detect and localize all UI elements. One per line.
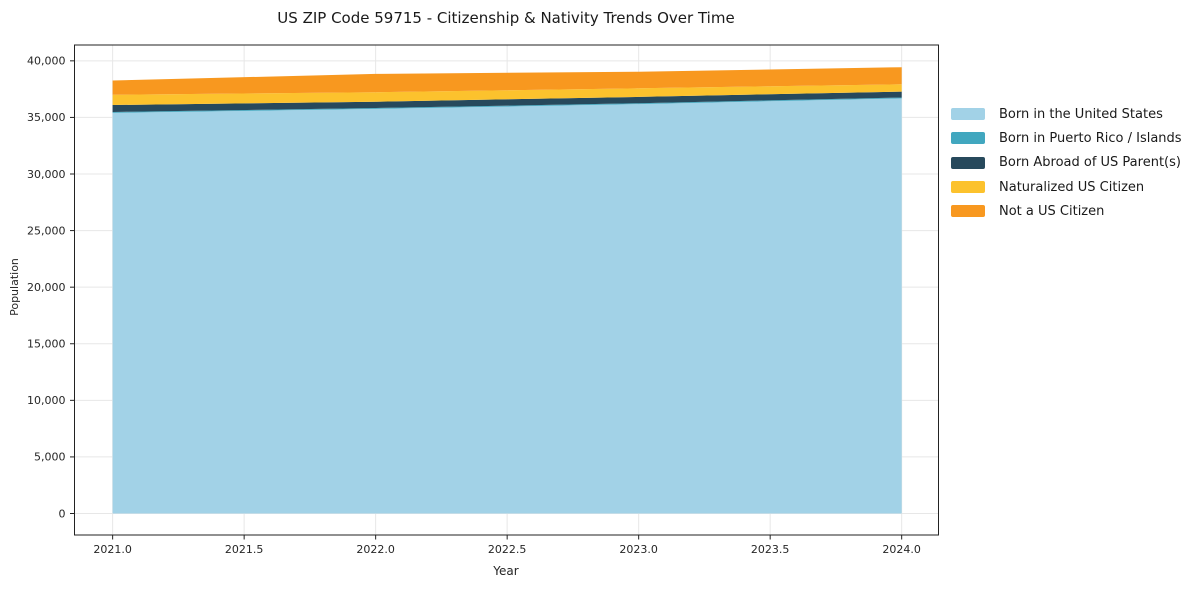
y-tick-label: 30,000 bbox=[27, 168, 66, 181]
legend-item-naturalized-us-citizen: Naturalized US Citizen bbox=[951, 175, 1182, 199]
legend-label: Naturalized US Citizen bbox=[999, 179, 1145, 195]
y-tick-label: 40,000 bbox=[27, 55, 66, 68]
x-tick-label: 2022.5 bbox=[488, 543, 527, 556]
y-tick-label: 35,000 bbox=[27, 111, 66, 124]
x-tick-label: 2023.5 bbox=[751, 543, 790, 556]
x-tick-label: 2023.0 bbox=[619, 543, 658, 556]
chart-title: US ZIP Code 59715 - Citizenship & Nativi… bbox=[277, 9, 735, 27]
y-tick-label: 25,000 bbox=[27, 224, 66, 237]
area-born-abroad-of-us-parent-s bbox=[112, 91, 902, 112]
x-tick-label: 2024.0 bbox=[882, 543, 921, 556]
legend-label: Born Abroad of US Parent(s) bbox=[999, 155, 1181, 171]
x-tick-label: 2021.5 bbox=[225, 543, 264, 556]
area-born-in-puerto-rico-islands bbox=[112, 97, 902, 113]
legend-swatch-icon bbox=[951, 132, 985, 145]
legend-item-born-in-puerto-rico-islands: Born in Puerto Rico / Islands bbox=[951, 126, 1182, 150]
x-tick-label: 2022.0 bbox=[356, 543, 395, 556]
y-tick-label: 20,000 bbox=[27, 281, 66, 294]
legend-item-born-abroad-of-us-parent-s: Born Abroad of US Parent(s) bbox=[951, 151, 1182, 175]
y-tick-label: 15,000 bbox=[27, 338, 66, 351]
legend-swatch-icon bbox=[951, 205, 985, 218]
legend-label: Not a US Citizen bbox=[999, 203, 1105, 219]
area-not-a-us-citizen bbox=[112, 67, 902, 95]
axes-frame bbox=[74, 44, 939, 536]
y-tick-label: 5,000 bbox=[34, 451, 66, 464]
legend-swatch-icon bbox=[951, 108, 985, 121]
legend-swatch-icon bbox=[951, 181, 985, 194]
legend: Born in the United States Born in Puerto … bbox=[951, 102, 1182, 223]
legend-swatch-icon bbox=[951, 156, 985, 169]
y-tick-label: 10,000 bbox=[27, 394, 66, 407]
legend-label: Born in Puerto Rico / Islands bbox=[999, 130, 1182, 146]
legend-item-not-a-us-citizen: Not a US Citizen bbox=[951, 199, 1182, 223]
legend-label: Born in the United States bbox=[999, 106, 1163, 122]
x-tick-label: 2021.0 bbox=[93, 543, 132, 556]
y-tick-label: 0 bbox=[59, 507, 66, 520]
x-axis-label: Year bbox=[493, 564, 519, 578]
area-born-in-the-united-states bbox=[112, 98, 902, 514]
legend-item-born-in-the-united-states: Born in the United States bbox=[951, 102, 1182, 126]
area-naturalized-us-citizen bbox=[112, 84, 902, 105]
y-axis-label: Population bbox=[8, 258, 21, 316]
